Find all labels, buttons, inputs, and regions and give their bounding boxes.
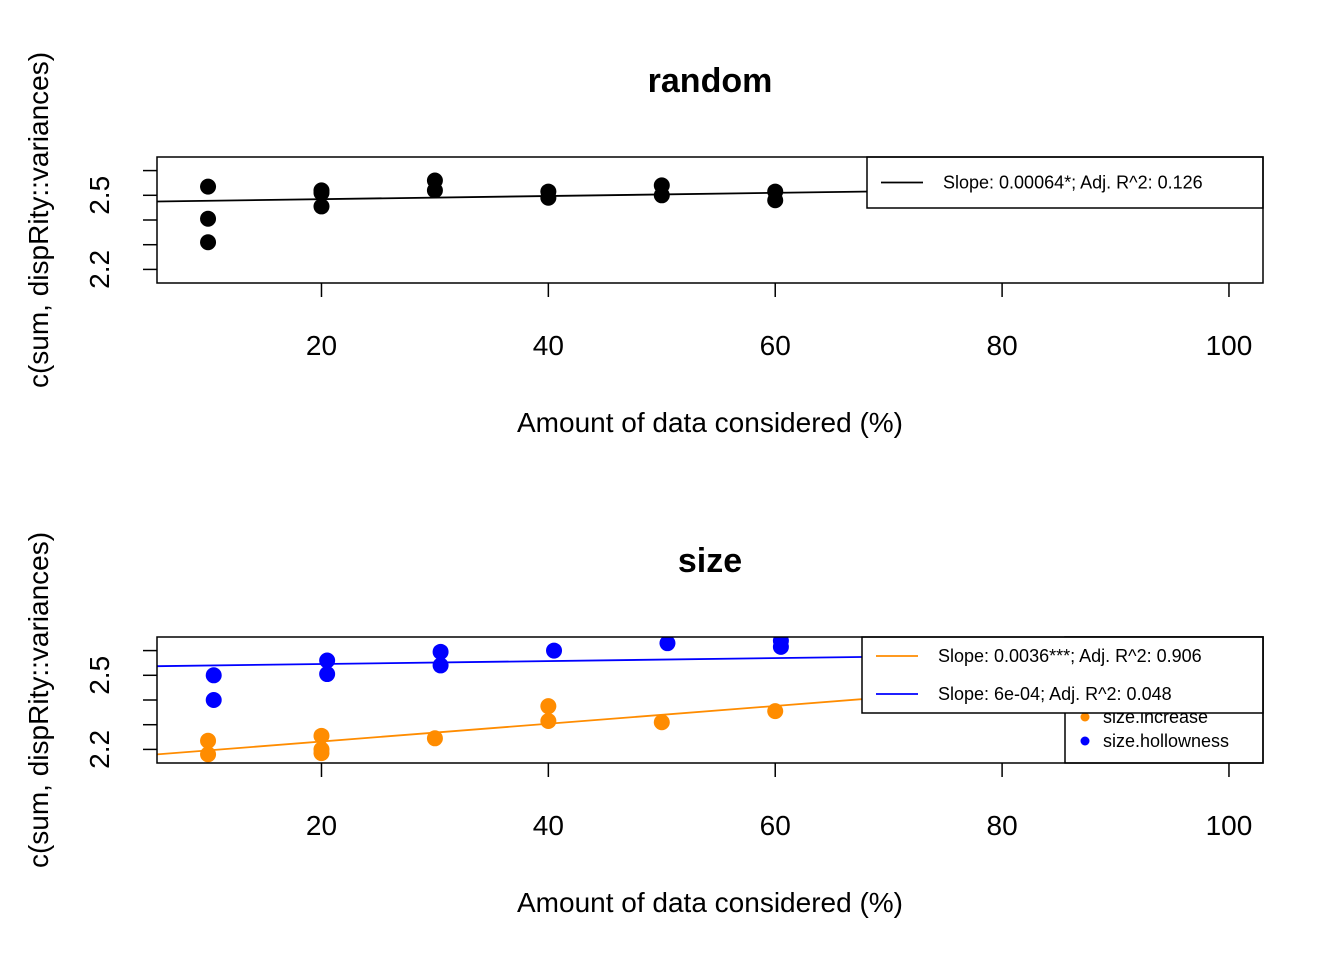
panel-1-y-tick-label-1: 2.2 [84,250,115,289]
panel-2-point-2-6 [432,657,449,674]
panel-2-legend-label-1: Slope: 0.0036***; Adj. R^2: 0.906 [938,646,1202,666]
panel-2-points-legend-marker-2 [1080,736,1090,746]
panel-2-point-1-10 [767,703,784,720]
panel-2-points-legend-marker-1 [1080,712,1090,722]
panel-2-point-1-5 [313,745,330,762]
panel-2-point-1-2 [200,746,217,763]
panel-2-point-2-7 [546,642,563,659]
panel-1-title: random [648,62,773,100]
panel-1-x-tick-label-1: 20 [306,330,337,361]
panel-2-point-2-1 [205,667,222,684]
panel-1-point-1-12 [653,187,670,204]
panel-2-y-tick-label-1: 2.2 [84,730,115,769]
panel-2-legend-label-2: Slope: 6e-04; Adj. R^2: 0.048 [938,684,1172,704]
panel-2-point-2-2 [205,692,222,708]
panel-1-point-1-14 [767,192,784,209]
panel-1-point-1-6 [313,198,330,215]
panel-2-point-2-8 [659,637,676,652]
panel-2-legend-box [861,636,1264,714]
panel-2-point-1-7 [540,698,557,715]
panel-2-point-1-9 [653,714,670,731]
panel-1-point-1-3 [200,234,217,251]
panel-2-x-tick-label-5: 100 [1206,810,1253,841]
panel-2-point-2-10 [772,638,789,655]
panel-1-x-tick-label-3: 60 [760,330,791,361]
panel-2-y-axis-label: c(sum, dispRity::variances) [23,532,54,868]
panel-2-point-2-5 [432,643,449,660]
panel-2-x-tick-label-3: 60 [760,810,791,841]
panel-2-x-tick-label-4: 80 [987,810,1018,841]
panel-1-y-axis-label: c(sum, dispRity::variances) [23,52,54,388]
panel-1-x-tick-label-2: 40 [533,330,564,361]
panel-2-point-2-4 [319,666,336,683]
panel-2-point-2-3 [319,652,336,669]
panel-1-x-tick-label-5: 100 [1206,330,1253,361]
panel-1-point-1-1 [200,178,217,195]
panel-2-point-1-1 [200,732,217,749]
panel-1-x-tick-label-4: 80 [987,330,1018,361]
panel-2-x-tick-label-2: 40 [533,810,564,841]
panel-2-point-1-3 [313,727,330,744]
panel-2-y-tick-label-4: 2.5 [84,656,115,695]
panel-1-legend-box [866,156,1264,209]
panel-2-x-tick-label-1: 20 [306,810,337,841]
panel-1-point-1-5 [313,184,330,201]
panel-2-x-axis-label: Amount of data considered (%) [517,887,903,918]
panel-1-y-tick-label-4: 2.5 [84,176,115,215]
panel-2-title: size [678,542,742,580]
panel-2-point-1-6 [426,730,443,747]
panel-1-point-1-10 [540,189,557,206]
panel-2-point-1-8 [540,713,557,729]
panel-1-point-1-8 [426,182,443,199]
panel-1-legend-label-1: Slope: 0.00064*; Adj. R^2: 0.126 [943,173,1203,193]
panel-1-point-1-2 [200,210,217,227]
panel-1-x-axis-label: Amount of data considered (%) [517,407,903,438]
panel-2-points-legend-label-2: size.hollowness [1103,731,1229,751]
